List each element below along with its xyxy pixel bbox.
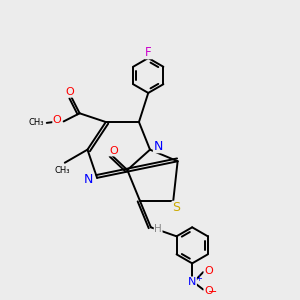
Text: O: O [53,115,62,125]
Text: N: N [84,173,94,186]
Text: O: O [109,146,118,156]
Text: S: S [172,201,180,214]
Text: −: − [208,287,217,297]
Text: O: O [66,87,74,97]
Text: O: O [204,286,213,296]
Text: H: H [154,224,162,234]
Text: N: N [188,277,196,287]
Text: CH₃: CH₃ [29,118,44,127]
Text: N: N [154,140,163,153]
Text: +: + [195,274,202,283]
Text: O: O [204,266,213,276]
Text: F: F [145,46,152,59]
Text: CH₃: CH₃ [55,166,70,175]
